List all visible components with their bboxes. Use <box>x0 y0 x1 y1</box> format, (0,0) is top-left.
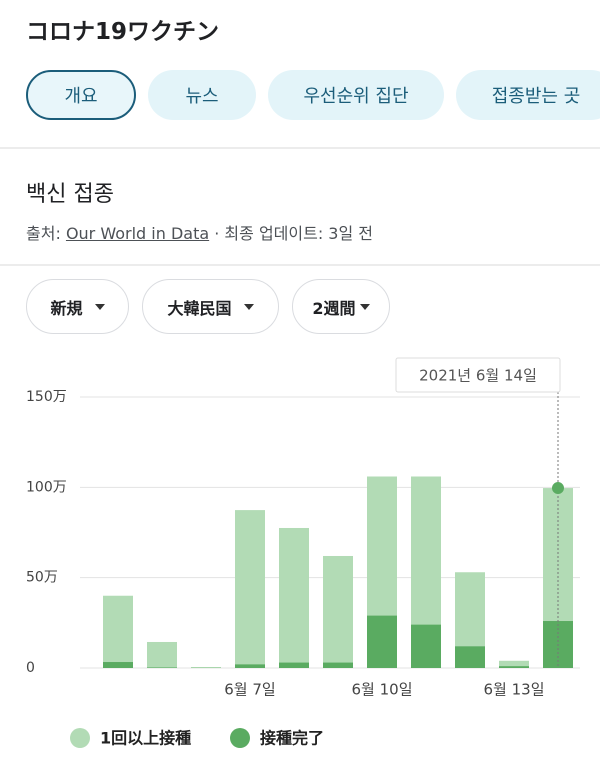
bar <box>147 641 177 668</box>
y-tick-label: 150万 <box>26 389 67 405</box>
bar <box>367 476 397 668</box>
y-tick-label: 100万 <box>26 479 67 495</box>
bar <box>411 476 441 668</box>
bar <box>411 624 441 668</box>
legend-label: 1回以上接種 <box>100 729 191 748</box>
tab[interactable]: 개요 <box>26 70 136 120</box>
bar <box>147 667 177 668</box>
tab[interactable]: 접종받는 곳 <box>456 70 600 120</box>
bar <box>455 572 485 668</box>
tooltip-dot <box>552 482 564 495</box>
bar <box>323 662 353 668</box>
filter-dropdown[interactable]: 2週間 <box>292 279 390 334</box>
x-tick-label: 6월 7일 <box>224 681 275 699</box>
filter-label: 2週間 <box>312 298 356 318</box>
section-title: 백신 접종 <box>26 182 114 207</box>
x-tick-label: 6월 10일 <box>352 681 413 699</box>
caret <box>243 303 254 310</box>
bar <box>367 615 397 668</box>
legend-swatch <box>230 728 250 748</box>
legend-label: 接種完了 <box>260 729 324 748</box>
page-title: コロナ19ワクチン <box>26 19 220 45</box>
bar <box>103 595 133 668</box>
caret <box>94 303 105 310</box>
divider <box>0 264 600 266</box>
bar <box>543 488 573 668</box>
legend-swatch <box>70 728 90 748</box>
bar <box>455 646 485 668</box>
source-suffix: · 최종 업데이트: 3일 전 <box>214 224 374 243</box>
source-prefix: 출처: <box>26 224 61 243</box>
tooltip-box <box>395 357 561 393</box>
y-tick-label: 50万 <box>26 570 58 586</box>
bar <box>191 667 221 668</box>
bar <box>543 621 573 668</box>
bar <box>235 510 265 668</box>
bar <box>103 662 133 668</box>
filter-dropdown[interactable]: 新規 <box>26 279 129 334</box>
tab[interactable]: 우선순위 집단 <box>268 70 444 120</box>
bar <box>499 666 529 668</box>
filter-dropdown[interactable]: 大韓民国 <box>142 279 279 334</box>
tab[interactable]: 뉴스 <box>148 70 256 120</box>
filter-label: 大韓民国 <box>167 298 232 318</box>
bar <box>323 555 353 668</box>
tooltip-text: 2021년 6월 14일 <box>419 367 537 385</box>
y-tick-label: 0 <box>26 660 35 676</box>
bar <box>279 527 309 668</box>
source-link[interactable]: Our World in Data <box>65 224 210 243</box>
divider <box>0 147 600 149</box>
caret <box>359 303 370 310</box>
x-tick-label: 6월 13일 <box>484 681 545 699</box>
bar <box>279 662 309 668</box>
bar <box>235 664 265 668</box>
bar <box>499 660 529 668</box>
source-line: 출처: Our World in Data · 최종 업데이트: 3일 전 <box>26 220 373 244</box>
filter-label: 新規 <box>50 298 83 318</box>
